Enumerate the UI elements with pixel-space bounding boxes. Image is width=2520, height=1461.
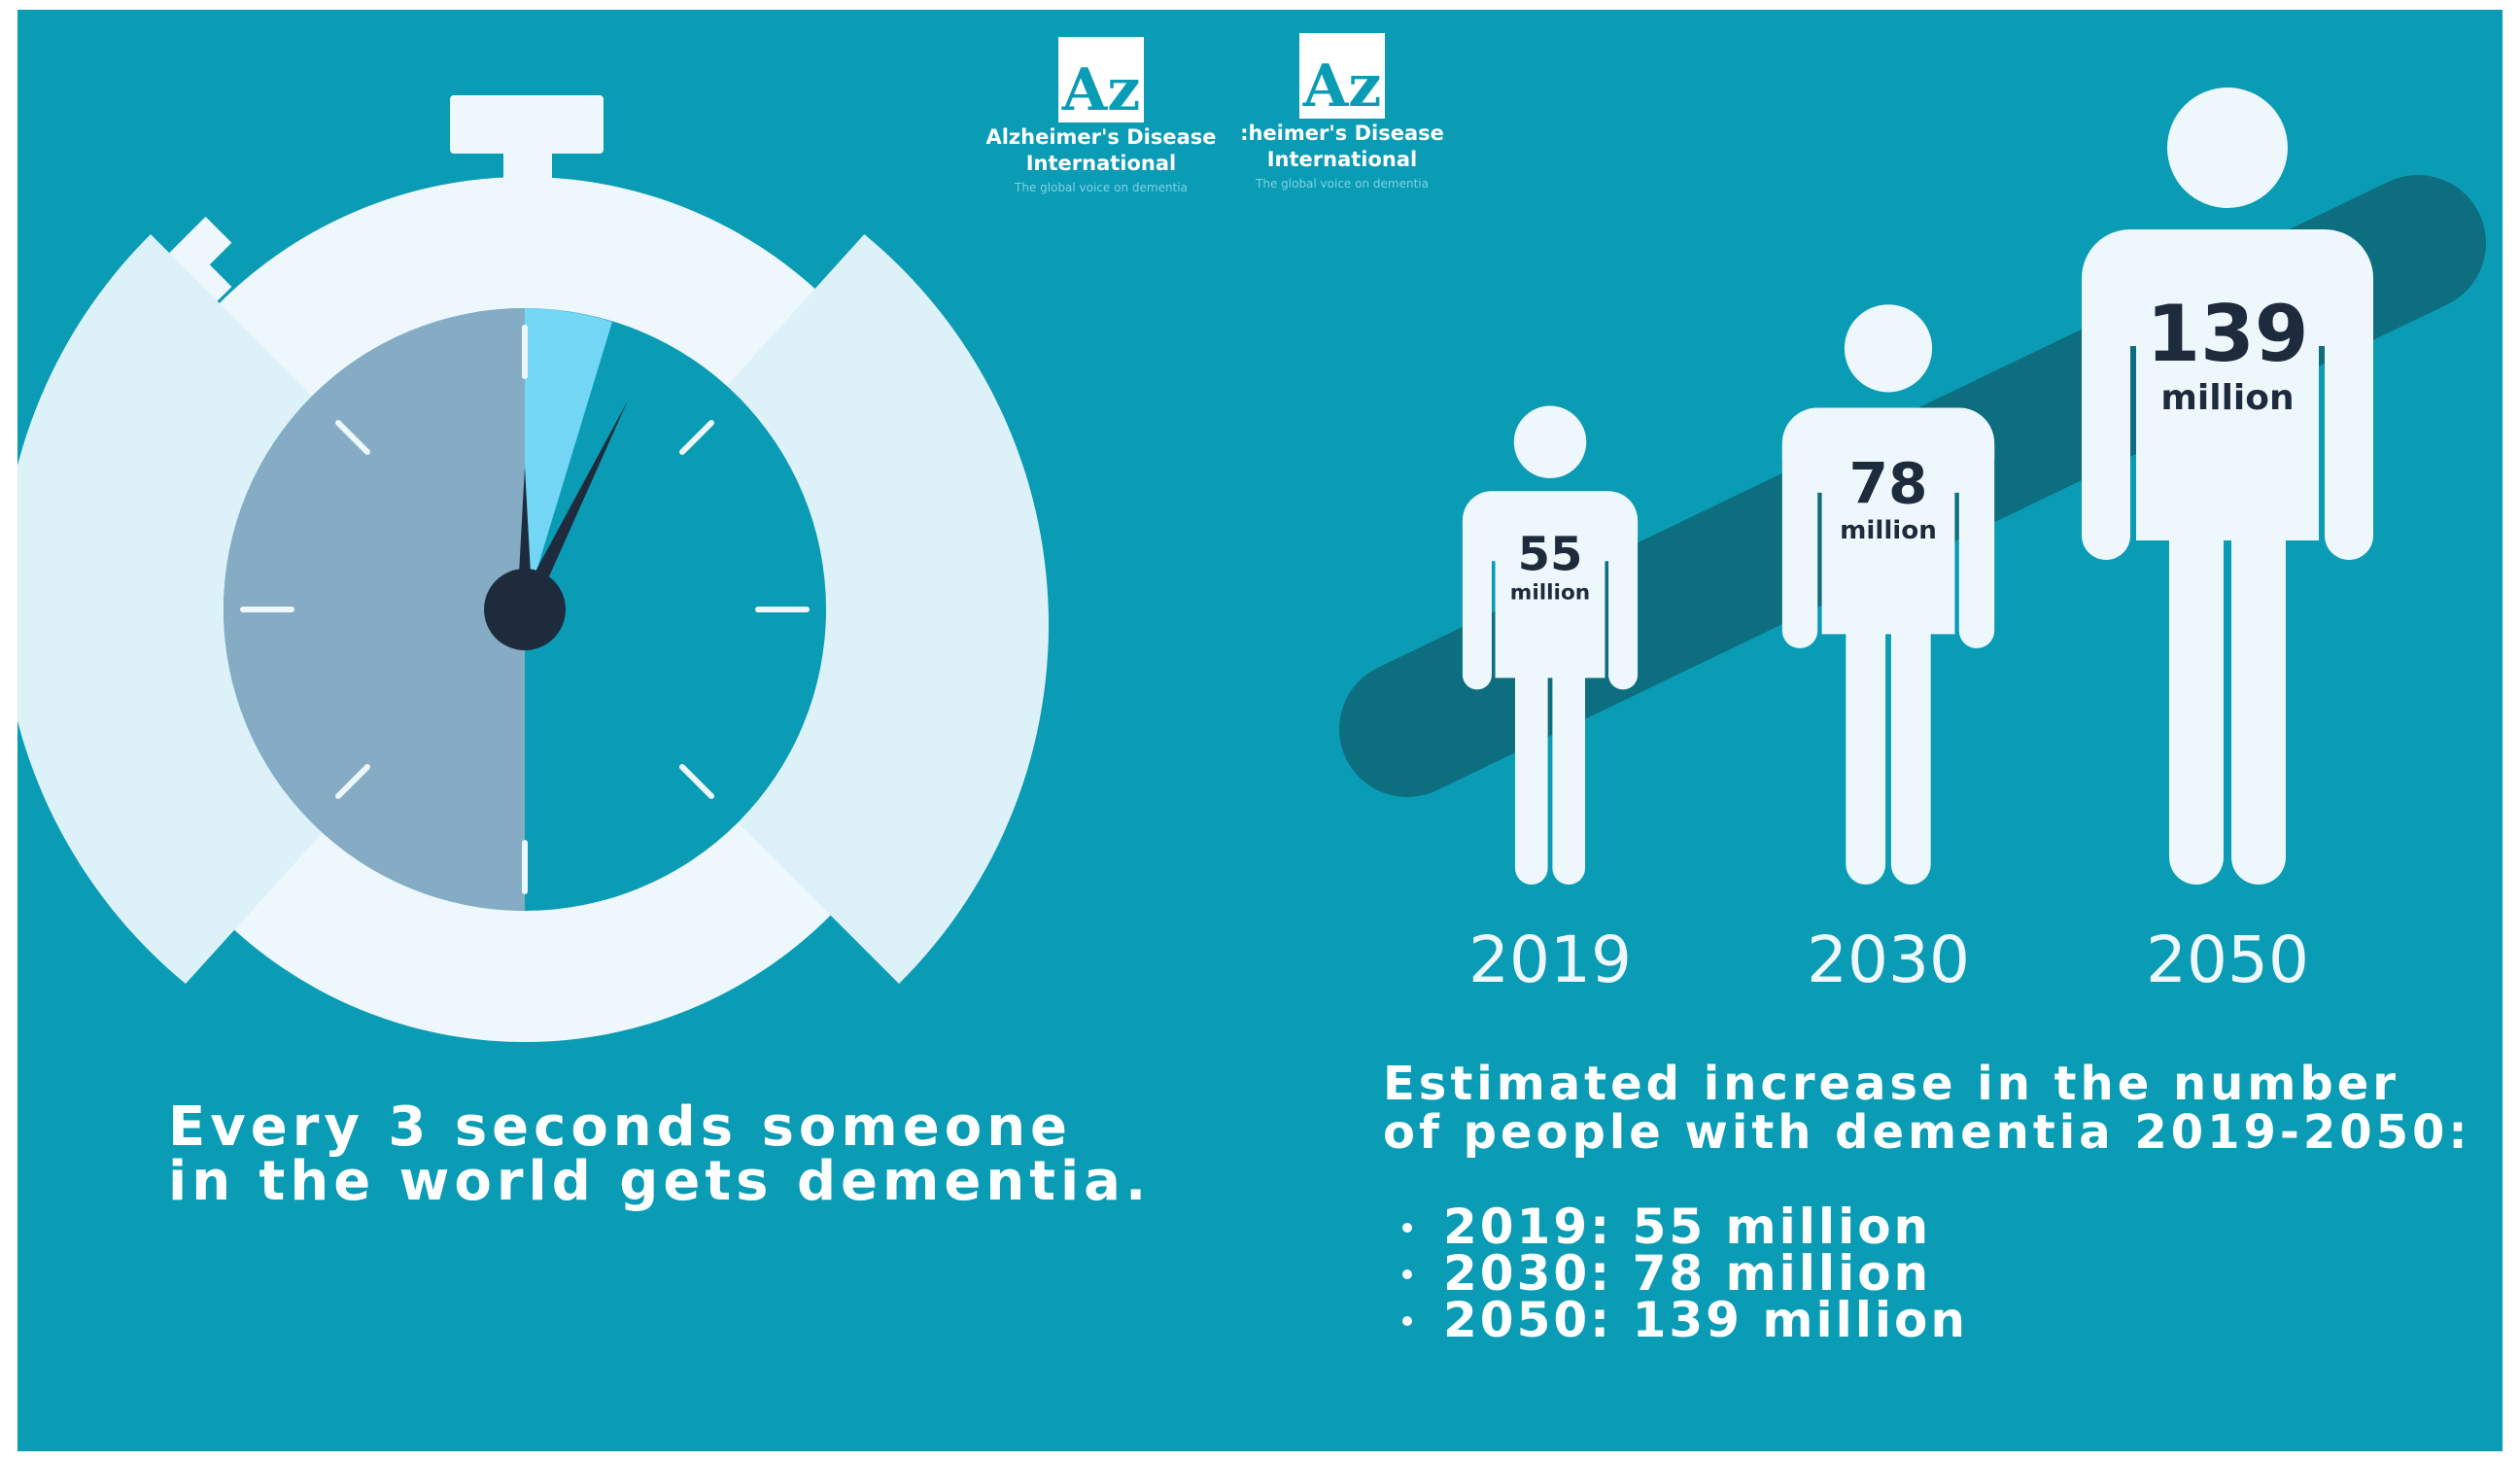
bar-value-label: 139 [2147,289,2309,379]
person-right-arm [1958,429,1995,648]
bullet-icon [1402,1223,1412,1233]
person-right-leg [1552,643,1586,885]
category-label: 2019 [1468,922,1632,997]
stats-list-item: 2019: 55 million [1402,1202,2471,1251]
adi-logo-name: Alzheimer's Disease International [970,124,1232,177]
stats-heading-line1: Estimated increase in the number [1383,1057,2399,1111]
bullet-icon [1402,1270,1412,1279]
stopwatch-minute-hand [517,400,628,613]
stopwatch-caption-line2: in the world gets dementia. [168,1150,1152,1213]
infographic-panel: 55 million 2019 78 million 2030 139 million 2050… [17,10,2503,1451]
stopwatch-center-pin [484,569,566,650]
person-right-arm [2325,259,2373,560]
person-right-leg [1890,591,1931,885]
category-label: 2050 [2146,922,2309,997]
person-right-leg [2231,482,2286,885]
stopwatch-caption-line1: Every 3 seconds someone [168,1096,1073,1159]
stopwatch-caption: Every 3 seconds someone in the world get… [168,1100,1151,1209]
person-torso [1495,514,1605,678]
person-left-leg [1514,643,1548,885]
adi-logo-duplicate: Az :heimer's Disease International The g… [1240,33,1444,191]
stats-list-item-text: 2050: 139 million [1443,1292,1968,1348]
bar-unit-label: million [2160,378,2294,418]
adi-logo: Az Alzheimer's Disease International The… [970,37,1232,194]
stats-heading-line2: of people with dementia 2019-2050: [1383,1105,2471,1160]
stats-list-item: 2030: 78 million [1402,1249,2471,1298]
person-right-arm [1608,508,1639,690]
stats-list-item: 2050: 139 million [1402,1296,2471,1344]
bar-value-label: 78 [1848,451,1927,517]
stats-list: 2019: 55 million 2030: 78 million 2050: … [1383,1202,2471,1344]
person-torso [1821,435,1955,635]
adi-logo-name-line2: International [1025,152,1177,175]
category-label: 2030 [1807,922,1970,997]
bar-unit-label: million [1840,516,1937,545]
stopwatch-icon [17,95,1049,1042]
stats-list-item-text: 2030: 78 million [1443,1245,1932,1302]
person-left-arm [2082,259,2130,560]
adi-logo-tagline: The global voice on dementia [1015,181,1188,194]
person-head [2167,87,2288,208]
bar-unit-label: million [1510,580,1590,605]
adi-logo-duplicate-name: :heimer's Disease International [1240,121,1444,173]
person-head [1844,304,1933,393]
person-left-arm [1462,508,1492,690]
adi-logo-mark: Az [1058,37,1144,124]
adi-logo-name-line1: Alzheimer's Disease [985,125,1217,149]
person-left-arm [1781,429,1818,648]
adi-logo-duplicate-name-line1: :heimer's Disease [1240,122,1444,145]
person-left-leg [1846,591,1886,885]
person-torso [2136,268,2319,540]
bullet-icon [1402,1316,1412,1326]
stopwatch-elapsed-half [224,308,525,911]
stopwatch-ticks [240,325,810,894]
person-left-leg [2169,482,2224,885]
person-head [1513,405,1587,479]
bar-value-label: 55 [1518,527,1583,581]
stopwatch-elapsed-wedge [525,308,612,609]
stats-list-item-text: 2019: 55 million [1443,1199,1932,1255]
adi-logo-duplicate-name-line2: International [1266,148,1418,171]
stopwatch-crown [450,95,604,154]
adi-logo-duplicate-tagline: The global voice on dementia [1256,177,1429,191]
adi-logo-duplicate-mark: Az [1299,33,1385,121]
dementia-stats: Estimated increase in the number of peop… [1383,1057,2471,1344]
